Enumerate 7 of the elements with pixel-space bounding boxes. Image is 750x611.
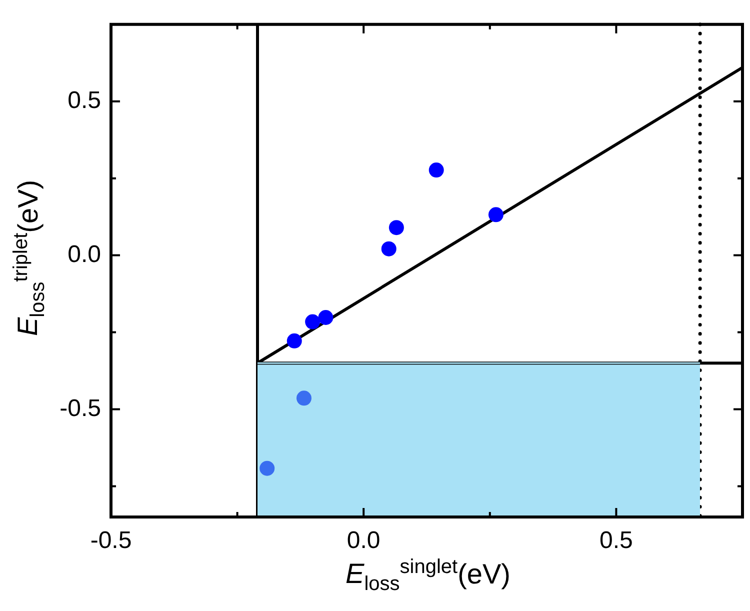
y-tick-label: 0.5 (68, 86, 101, 114)
x-tick-label: 0.0 (346, 527, 380, 554)
x-axis-title: E$_{loss}$$^{singlet}$(eV) (346, 556, 510, 596)
x-tick-label: 0.5 (600, 527, 633, 554)
x-tick-label: -0.5 (90, 527, 132, 554)
y-tick-label: 0.0 (68, 240, 101, 268)
y-tick-label: -0.5 (60, 394, 101, 422)
